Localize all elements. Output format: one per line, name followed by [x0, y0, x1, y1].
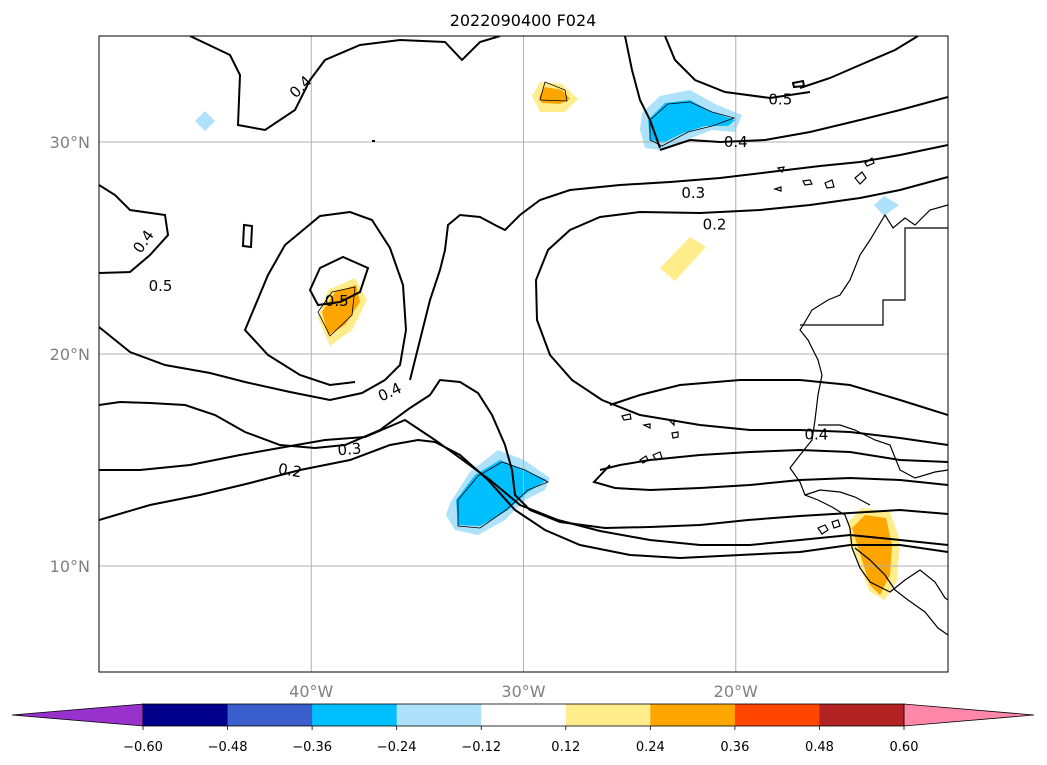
anomaly-patch-orange-north	[539, 87, 570, 104]
colorbar-segment	[481, 704, 567, 726]
colorbar-segment	[565, 704, 651, 726]
colorbar-over-triangle	[903, 703, 1035, 727]
figure-title: 2022090400 F024	[450, 11, 597, 30]
x-tick-labels: 40°W 30°W 20°W	[289, 682, 758, 701]
contour-line	[409, 144, 948, 381]
coastlines	[621, 157, 948, 636]
anomaly-patch-blue-small-east	[874, 196, 899, 216]
contour-line	[592, 464, 948, 492]
contour-label: 0.2	[277, 460, 304, 482]
outline-orange-north	[539, 81, 568, 102]
y-tick-label: 10°N	[50, 557, 90, 576]
y-tick-labels: 30°N 20°N 10°N	[50, 133, 90, 576]
anomaly-patch-blue-south-core	[456, 460, 547, 526]
contour-labels: 0.40.50.40.50.40.30.20.50.40.30.20.4	[129, 72, 828, 481]
contour-label: 0.3	[681, 184, 705, 202]
contour-lines	[99, 36, 948, 560]
outline-blue-north	[649, 101, 736, 147]
coastline-guinea	[854, 547, 948, 636]
colorbar-tick-label: −0.12	[461, 740, 501, 755]
shading-outlines	[317, 81, 736, 529]
contour-line	[624, 36, 661, 149]
colorbar-frame	[142, 703, 905, 727]
colorbar-tick-label: −0.48	[208, 740, 248, 755]
contour-line	[599, 448, 948, 471]
anomaly-patch-blue-north-core	[648, 100, 735, 143]
coastline-gulf	[804, 489, 871, 506]
contour-line	[799, 36, 919, 89]
island-verde-4	[671, 431, 679, 439]
outline-blue-south	[457, 461, 549, 529]
x-tick-label: 30°W	[501, 682, 545, 701]
shaded-anomalies	[195, 82, 900, 600]
island-canary-1	[824, 179, 835, 189]
y-tick-label: 20°N	[50, 345, 90, 364]
contour-line	[99, 184, 170, 274]
contour-line	[609, 379, 948, 416]
contour-line	[189, 36, 501, 132]
colorbar-tick-label: −0.36	[292, 740, 332, 755]
colorbar-tick-label: 0.36	[720, 740, 749, 755]
contour-line	[659, 96, 948, 151]
anomaly-patch-blue-small-west	[195, 111, 215, 131]
contour-label: 0.2	[703, 216, 727, 234]
colorbar-tick-label: −0.60	[123, 740, 163, 755]
contour-label: 0.5	[149, 277, 173, 295]
island-bijagos-2	[831, 519, 841, 529]
x-tick-label: 40°W	[289, 682, 333, 701]
contour-line	[99, 418, 948, 546]
colorbar: −0.60 −0.48 −0.36 −0.24 −0.12 0.12 0.24 0.36 0.4…	[11, 703, 1035, 755]
contour-label: 0.3	[337, 439, 362, 459]
y-tick-label: 30°N	[50, 133, 90, 152]
colorbar-segment	[227, 704, 313, 726]
colorbar-tick-label: 0.24	[636, 740, 665, 755]
contour-line	[791, 79, 806, 89]
colorbar-under-triangle	[11, 703, 144, 727]
colorbar-segment	[396, 704, 482, 726]
island-bijagos	[817, 524, 829, 535]
island-canary-2	[854, 171, 867, 185]
colorbar-tick-label: 0.48	[805, 740, 834, 755]
contour-line	[241, 223, 254, 249]
border-inland	[818, 424, 948, 479]
contour-line	[99, 210, 408, 402]
contour-label: 0.4	[804, 426, 828, 444]
outline-orange-west	[317, 286, 356, 337]
anomaly-patch-orange-africa	[852, 515, 892, 595]
contour-line	[99, 438, 948, 560]
colorbar-segment	[312, 704, 398, 726]
island-verde-1	[621, 413, 632, 421]
anomaly-patch-yellow-east	[660, 237, 706, 281]
colorbar-segment	[734, 704, 820, 726]
contour-line	[534, 176, 948, 446]
colorbar-tick-label: −0.24	[377, 740, 417, 755]
island-canary-4	[802, 179, 813, 186]
contour-line	[308, 255, 370, 307]
coastline-africa	[789, 204, 948, 601]
island-canary-5	[773, 186, 782, 192]
colorbar-segment	[650, 704, 736, 726]
contour-label: 0.4	[724, 133, 748, 151]
plot-area: 0.40.50.40.50.40.30.20.50.40.30.20.4	[99, 36, 948, 672]
colorbar-tick-label: 0.60	[890, 740, 919, 755]
contour-label: 0.5	[768, 91, 792, 109]
contour-label: 0.5	[325, 292, 349, 310]
border-sahara	[800, 227, 948, 326]
x-tick-label: 20°W	[714, 682, 758, 701]
colorbar-segment	[819, 704, 905, 726]
colorbar-tick-label: 0.12	[551, 740, 580, 755]
island-verde-5	[642, 423, 651, 429]
contour-line	[99, 378, 948, 530]
colorbar-segment	[143, 704, 229, 726]
contour-line	[664, 36, 811, 100]
graticule	[99, 36, 948, 672]
plot-frame	[98, 35, 949, 673]
